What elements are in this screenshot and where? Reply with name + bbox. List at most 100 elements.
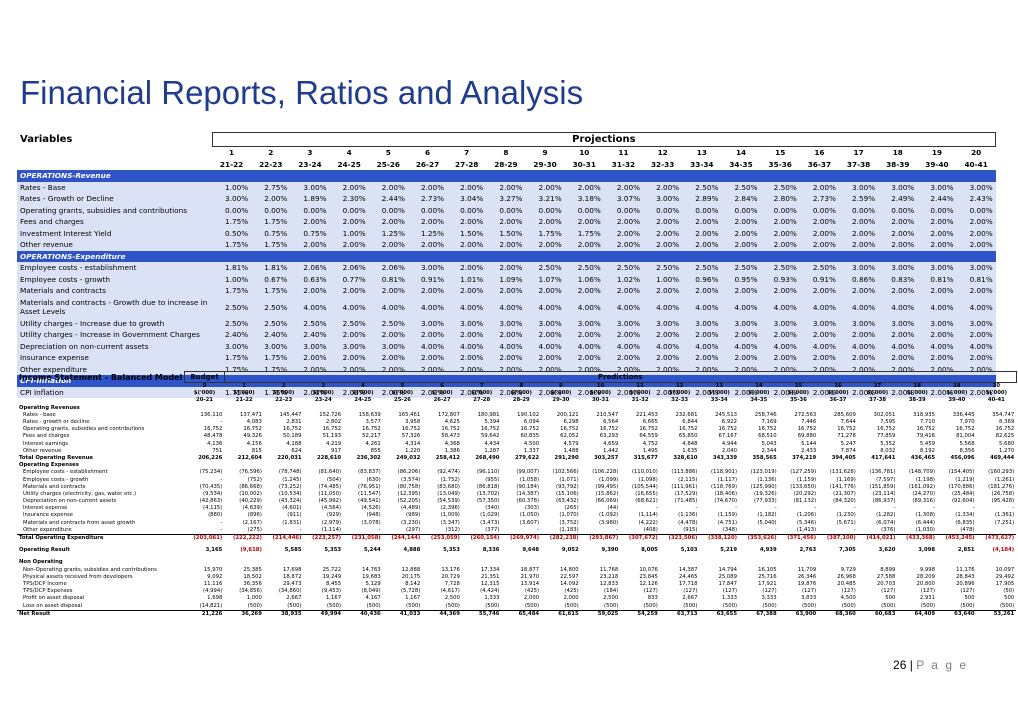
line-item-value: 16,752 [956, 426, 975, 433]
line-item-value: 8,455 [325, 580, 342, 587]
line-item-value: 285,609 [833, 411, 856, 418]
line-item-label: Interest expense [23, 505, 68, 512]
variable-value: 2.50% [760, 181, 800, 193]
line-item-value: 5,459 [919, 440, 936, 447]
variable-value: 2.00% [799, 329, 839, 341]
line-item-value: - [774, 526, 777, 533]
line-item-value: 469,444 [990, 454, 1015, 461]
line-item-value: (151,859) [869, 483, 896, 490]
variable-value: 4.00% [721, 340, 761, 352]
line-item-row: Non-Operating grants, subsidies and cont… [17, 567, 1016, 574]
line-item-value: 220,031 [277, 454, 302, 461]
variable-value: 2.06% [329, 262, 369, 274]
line-item-value: - [616, 526, 619, 533]
variable-value: 2.50% [329, 317, 369, 329]
line-item-value: (70,435) [199, 483, 223, 490]
line-item-value: 14,092 [560, 580, 579, 587]
variable-value: 2.50% [251, 317, 291, 329]
line-item-value: (86,937) [872, 498, 896, 505]
line-item-value: (42,863) [199, 498, 223, 505]
line-item-value: (2,167) [242, 519, 262, 526]
variable-value: 4.00% [917, 340, 957, 352]
variable-value: 3.00% [525, 317, 565, 329]
section-heading-row: Non Operating [17, 559, 1016, 566]
line-item-value: (353,626) [739, 533, 779, 543]
column-number: 7 [464, 148, 470, 158]
line-item-value: 2,500 [444, 595, 460, 602]
variable-value: 2.00% [603, 329, 644, 341]
variable-value: 4.00% [878, 296, 918, 318]
total-row: Operating Result 3,165 (9,618) 5,585 5,353 5,… [17, 547, 1016, 554]
variable-value: 0.91% [799, 273, 839, 285]
line-item-value: 16,752 [797, 426, 817, 433]
line-item-value: (500) [881, 602, 896, 609]
variable-value: 2.50% [643, 262, 683, 274]
line-item-value: 7,644 [840, 419, 856, 426]
line-item-value: 2,433 [801, 447, 817, 454]
line-item-value: 65,850 [678, 433, 698, 440]
variable-label: Utility charges - Increase in Government… [17, 329, 212, 341]
line-item-value: 500 [964, 595, 975, 602]
line-item-value: 2,831 [286, 419, 302, 426]
variable-value: 1.75% [212, 285, 252, 297]
line-item-value: 49,994 [303, 609, 344, 618]
line-item-value: (5,346) [796, 519, 817, 526]
line-item-value: (348) [722, 526, 738, 533]
variable-value: 2.00% [721, 239, 761, 251]
variable-value: 2.00% [447, 363, 487, 375]
column-year: 35-36 [768, 159, 792, 169]
variable-label: Fees and charges [17, 216, 212, 228]
line-item-value: (141,776) [829, 483, 856, 490]
line-item-value: 374,219 [792, 454, 817, 461]
variable-value: 3.00% [212, 193, 252, 205]
line-item-value: (376) [881, 526, 896, 533]
variable-value: 1.89% [290, 193, 330, 205]
line-item-value: (9,534) [203, 490, 223, 497]
line-item-value: (136,781) [869, 469, 896, 476]
line-item-value: (127) [643, 588, 658, 595]
line-item-value: 7,710 [919, 419, 936, 426]
line-item-value: (6,835) [955, 519, 975, 526]
line-item-value: (1,136) [757, 476, 777, 483]
line-item-value: (500) [722, 602, 738, 609]
line-item-value: 16,752 [876, 426, 896, 433]
line-item-value: 14,763 [362, 566, 381, 573]
line-item-value: (955) [485, 476, 500, 483]
line-item-value: 6,094 [523, 419, 540, 426]
variable-value: 2.00% [525, 285, 565, 297]
variable-value: 0.00% [329, 204, 369, 216]
line-item-value: 40,436 [343, 609, 383, 618]
line-item-value: 38,935 [263, 609, 304, 618]
line-item-row: Loss on asset disposal (14,821) (500) (500)… [17, 602, 1016, 610]
line-item-value: (118,769) [711, 483, 738, 490]
variable-value: 2.00% [917, 285, 957, 297]
column-unit: $('000) [867, 390, 889, 397]
line-item-value: (1,114) [638, 512, 658, 519]
page-number: 26 [893, 658, 907, 672]
variable-value: 3.27% [486, 193, 526, 205]
line-item-value: 17,847 [718, 580, 738, 587]
variable-value: 2.50% [564, 262, 604, 274]
line-item-value: 63,640 [937, 609, 977, 618]
variable-value: 1.75% [212, 363, 252, 375]
column-number: 4 [361, 383, 365, 390]
line-item-value: 228,610 [316, 454, 342, 461]
variable-value: 1.00% [212, 273, 252, 285]
line-item-value: 815 [251, 447, 262, 454]
line-item-value: (500) [841, 602, 856, 609]
variable-value: 2.00% [917, 216, 957, 228]
line-item-value: 9,390 [601, 547, 619, 554]
line-item-value: - [933, 505, 936, 512]
line-item-value: 18,877 [520, 566, 540, 573]
line-item-value: (1,334) [955, 512, 975, 519]
line-item-row: Physical assets received from developers… [17, 574, 1016, 581]
line-item-value: 210,547 [596, 411, 619, 418]
line-item-value: (50) [1003, 588, 1015, 595]
variable-value: 4.00% [564, 296, 604, 318]
line-item-value: 12,126 [639, 580, 658, 587]
line-item-value: 2,802 [325, 419, 342, 426]
column-year: 21-22 [235, 397, 253, 404]
line-item-value: - [220, 476, 223, 483]
line-item-value: 63,293 [599, 433, 619, 440]
income-statement-title: Income Statement - Balanced Model [19, 372, 183, 382]
